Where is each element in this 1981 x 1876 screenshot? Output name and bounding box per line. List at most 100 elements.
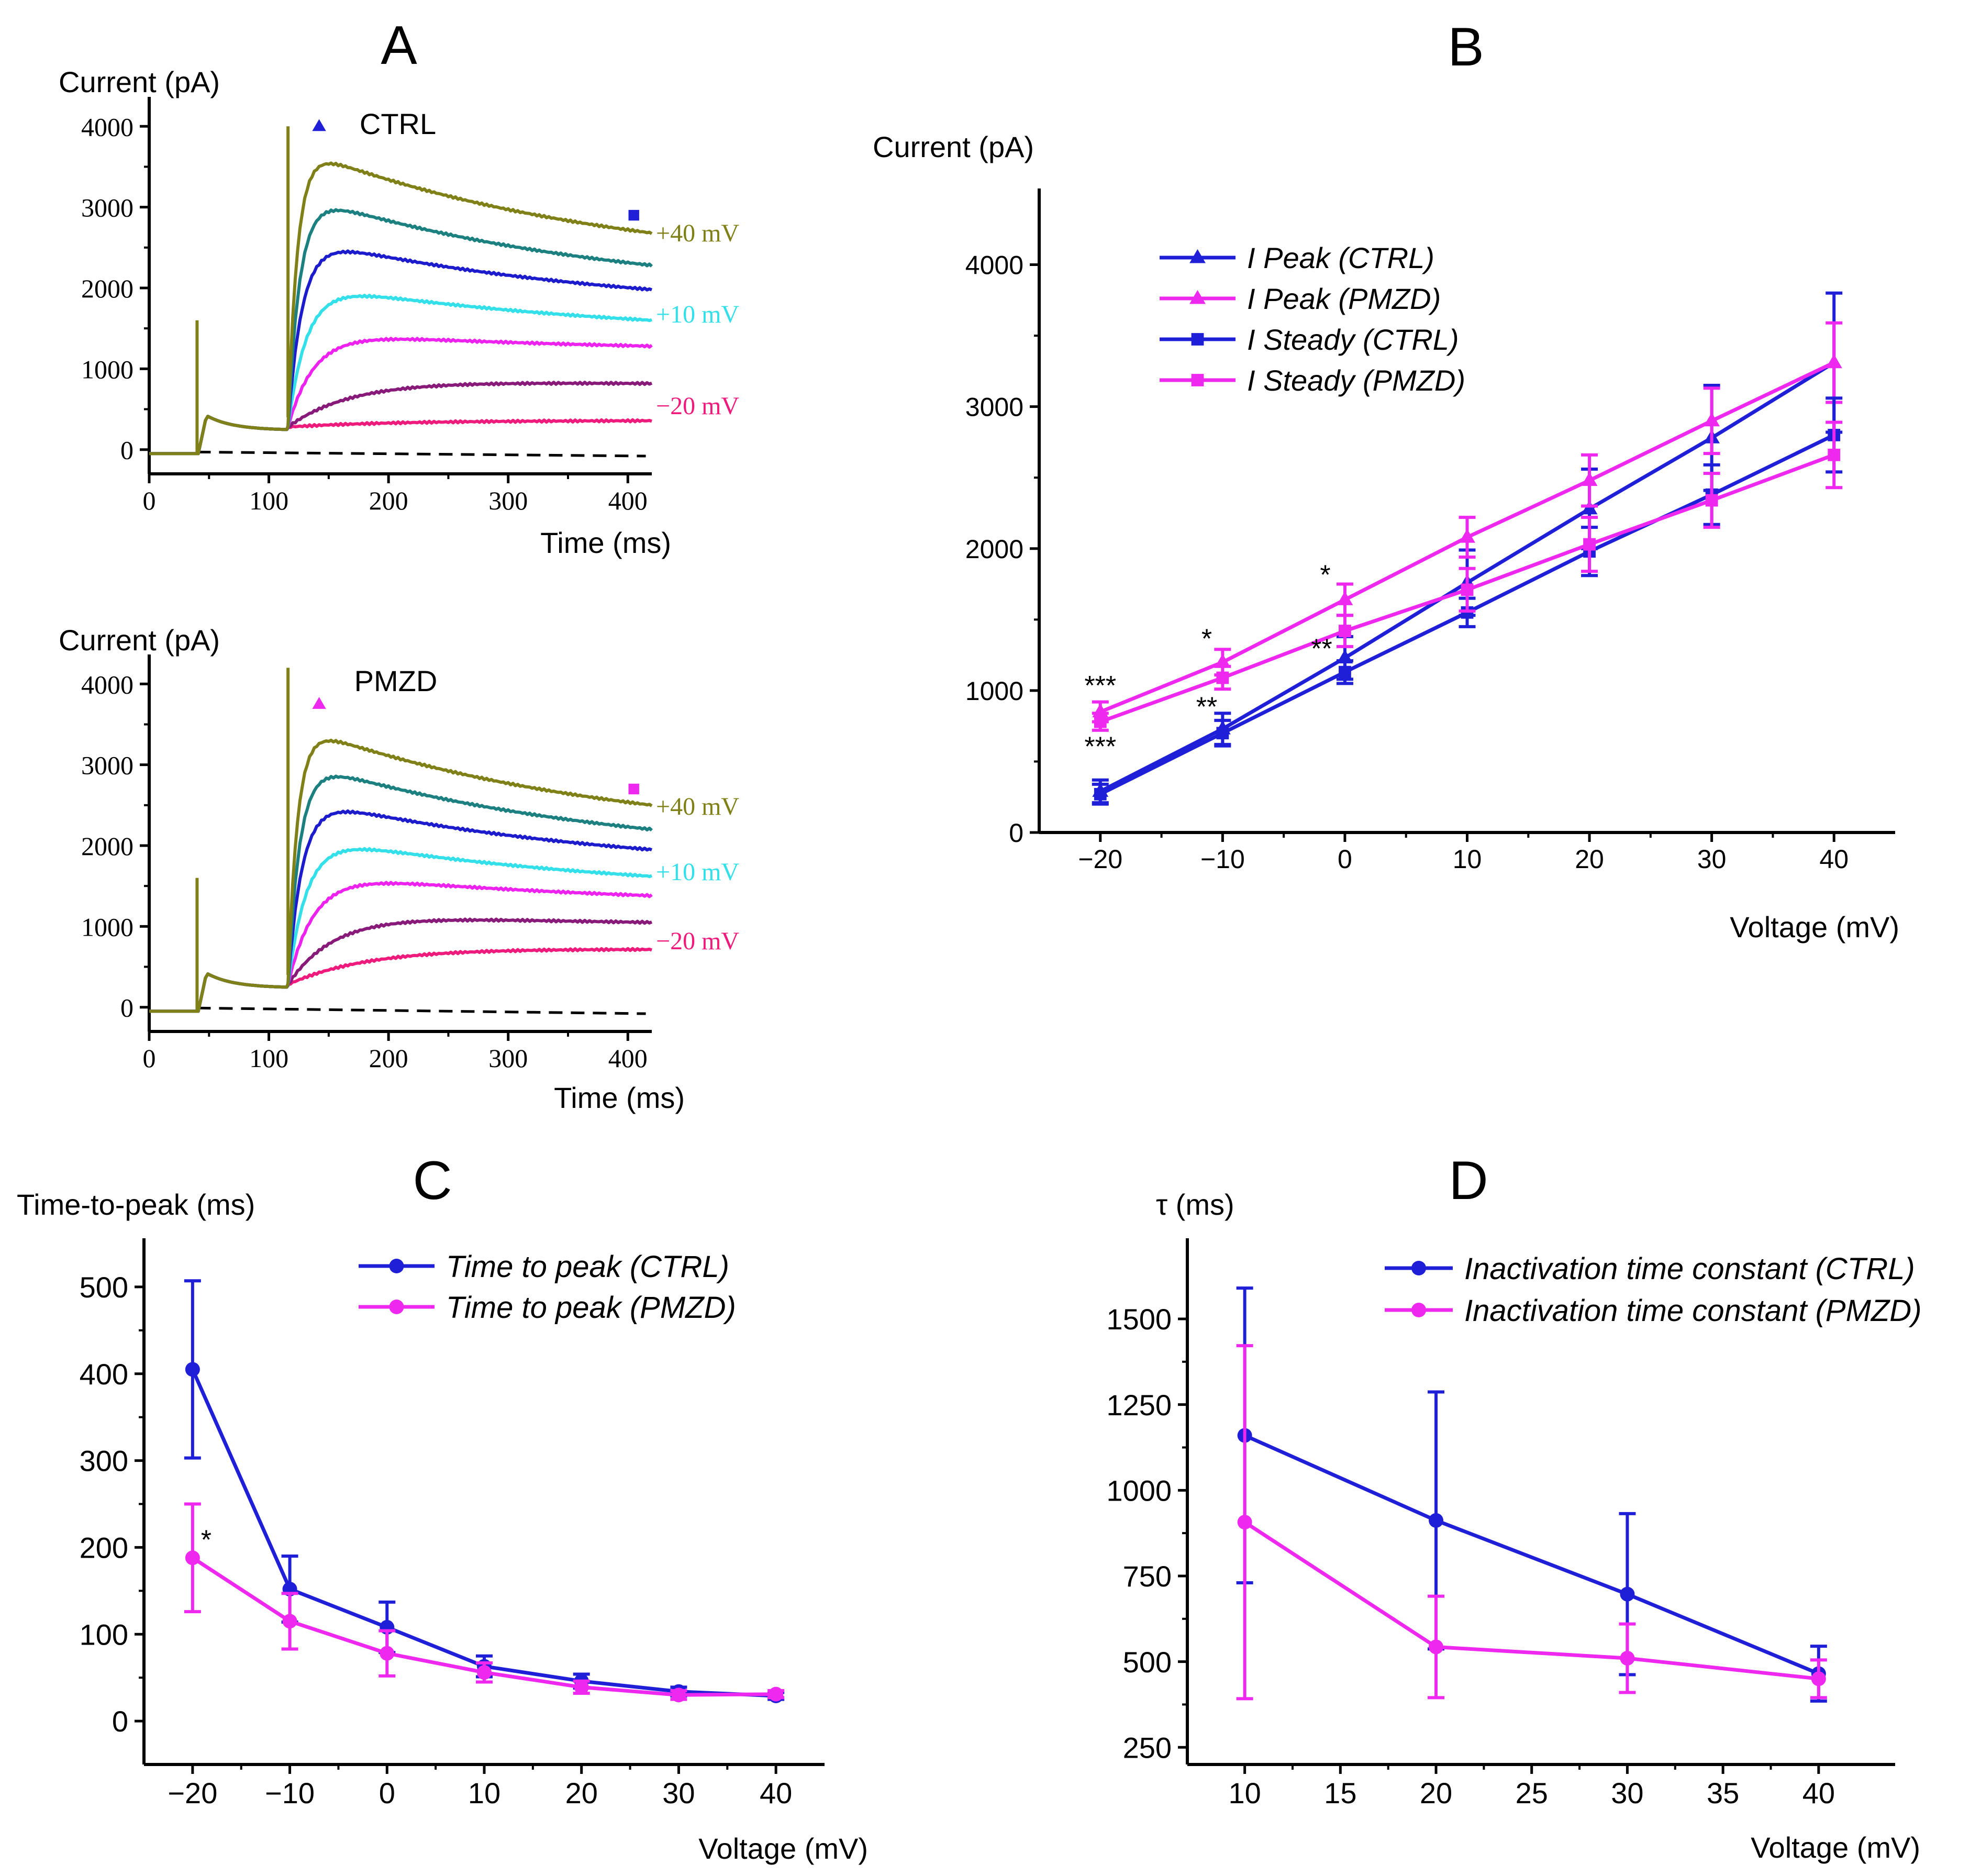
- zero-baseline: [197, 450, 646, 458]
- x-tick-label: 200: [369, 486, 408, 515]
- x-axis-label: Time (ms): [540, 526, 671, 559]
- y-tick-label: 4000: [81, 670, 133, 699]
- legend-label: Time to peak (PMZD): [446, 1291, 736, 1325]
- y-tick-label: 250: [1123, 1731, 1172, 1764]
- x-tick-label: 0: [143, 1044, 156, 1073]
- chart-a-ctrl: A Current (pA) Time (ms) 0 1000 2000 3000 4000 0…: [59, 15, 739, 559]
- trace-0mv: [149, 881, 653, 1013]
- data-point: [477, 1665, 492, 1680]
- data-point: [1429, 1639, 1444, 1655]
- data-point: [769, 1686, 784, 1702]
- trace-0mv: [149, 337, 653, 456]
- y-tick-label: 0: [120, 436, 133, 465]
- y-tick-label: 3000: [81, 193, 133, 223]
- trace-10mv: [149, 294, 653, 456]
- y-tick-label: 0: [120, 993, 133, 1023]
- x-tick-label: −20: [168, 1777, 217, 1810]
- legend-marker: [389, 1259, 404, 1273]
- y-tick-label: 1000: [965, 676, 1023, 706]
- legend-label: I Steady (PMZD): [1247, 364, 1465, 397]
- series-line: [191, 1369, 776, 1698]
- y-tick-label: 0: [1009, 818, 1023, 848]
- legend-label: Inactivation time constant (PMZD): [1464, 1294, 1922, 1328]
- y-tick-label: 500: [80, 1271, 128, 1304]
- x-tick-label: 25: [1516, 1777, 1548, 1810]
- trace-10mv: [149, 917, 653, 1013]
- voltage-label: −20 mV: [656, 927, 739, 955]
- trace-10mv: [149, 847, 653, 1013]
- significance-mark: *: [1201, 624, 1212, 654]
- chart-a-pmzd: Current (pA) Time (ms) 0 1000 2000 3000 4000 0 1…: [59, 624, 739, 1114]
- data-point: [1094, 715, 1107, 728]
- trace-40mv: [149, 161, 653, 456]
- y-axis-label: Current (pA): [59, 624, 220, 657]
- legend-marker: [1411, 1303, 1426, 1317]
- series-line: [1244, 1434, 1820, 1675]
- data-point: [1826, 354, 1842, 369]
- x-tick-label: 20: [1575, 845, 1604, 874]
- x-axis-label: Voltage (mV): [1730, 911, 1899, 943]
- legend-marker: [1191, 333, 1204, 346]
- panel-label: B: [1448, 17, 1484, 77]
- x-tick-label: 20: [1420, 1777, 1452, 1810]
- y-axis-label: Time-to-peak (ms): [17, 1188, 255, 1221]
- voltage-label: +10 mV: [656, 858, 739, 886]
- trace-40mv: [149, 738, 653, 1013]
- y-tick-label: 1000: [81, 354, 133, 384]
- data-point: [380, 1646, 395, 1661]
- y-axis-label: Current (pA): [59, 65, 220, 98]
- panel-label: C: [413, 1150, 452, 1211]
- series-i-steady-pmzd: [1092, 420, 1843, 732]
- panel-label: D: [1449, 1150, 1488, 1211]
- x-tick-label: 100: [249, 1044, 288, 1073]
- significance-mark: *: [1320, 560, 1330, 591]
- data-point: [574, 1680, 589, 1695]
- x-tick-label: 400: [608, 486, 648, 515]
- y-tick-label: 400: [80, 1358, 128, 1391]
- steady-marker: [628, 783, 639, 795]
- y-tick-label: 500: [1123, 1646, 1172, 1679]
- x-tick-label: 15: [1324, 1777, 1356, 1810]
- x-tick-label: −10: [1200, 845, 1245, 874]
- series-inactivation-time-constant-ctrl: [1236, 1286, 1827, 1703]
- x-tick-label: 30: [1611, 1777, 1643, 1810]
- peak-marker: [312, 697, 326, 709]
- y-tick-label: 300: [80, 1445, 128, 1478]
- legend-label: Inactivation time constant (CTRL): [1464, 1252, 1915, 1286]
- legend: Inactivation time constant (CTRL) Inactiv…: [1385, 1252, 1922, 1328]
- data-point: [1214, 653, 1231, 668]
- legend: I Peak (CTRL) I Peak (PMZD) I Steady (CTRL…: [1160, 241, 1465, 397]
- panel-label: A: [381, 15, 417, 76]
- legend-label: I Peak (PMZD): [1247, 282, 1441, 315]
- series-line: [1243, 1520, 1819, 1681]
- data-point: [1429, 1513, 1444, 1528]
- data-point: [185, 1362, 200, 1377]
- data-point: [1216, 727, 1229, 740]
- y-tick-label: 4000: [965, 251, 1023, 280]
- y-tick-label: 1500: [1106, 1303, 1172, 1336]
- series-time-to-peak-pmzd: [184, 1502, 785, 1703]
- data-point: [1581, 472, 1598, 486]
- y-tick-label: 1000: [1106, 1474, 1172, 1507]
- legend-label: Time to peak (CTRL): [446, 1250, 729, 1284]
- y-tick-label: 1250: [1106, 1389, 1172, 1422]
- chart-b: B Current (pA) Voltage (mV) 0 1000 2000 3000 40…: [873, 17, 1899, 943]
- data-point: [1339, 625, 1351, 637]
- x-tick-label: 0: [379, 1777, 395, 1810]
- data-point: [1704, 412, 1720, 427]
- x-axis-label: Voltage (mV): [698, 1832, 868, 1865]
- trace-title: CTRL: [360, 107, 436, 140]
- x-tick-label: 40: [1802, 1777, 1835, 1810]
- x-tick-label: 30: [662, 1777, 695, 1810]
- y-tick-label: 3000: [81, 751, 133, 780]
- x-tick-label: 10: [1453, 845, 1482, 874]
- y-tick-label: 2000: [81, 831, 133, 861]
- data-point: [1811, 1671, 1826, 1686]
- significance-mark: **: [1196, 692, 1217, 723]
- x-tick-label: 40: [1819, 845, 1849, 874]
- x-tick-label: 0: [1338, 845, 1352, 874]
- legend: Time to peak (CTRL) Time to peak (PMZD): [359, 1250, 736, 1325]
- x-tick-label: 30: [1697, 845, 1727, 874]
